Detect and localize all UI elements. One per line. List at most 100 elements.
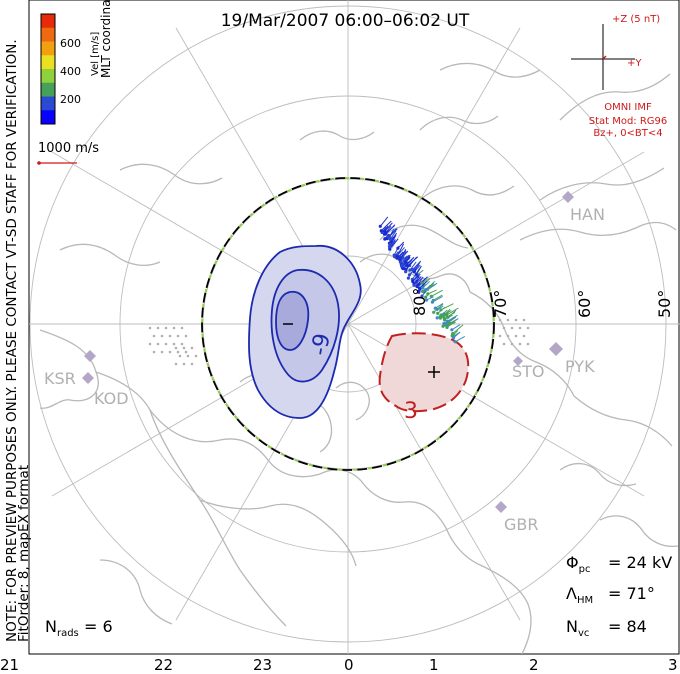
fov-dot — [182, 362, 186, 366]
velocity-vector — [454, 335, 466, 343]
fov-dot — [526, 326, 530, 330]
positive-cell-contour — [378, 332, 470, 413]
velocity-vector-origin — [451, 332, 455, 336]
fov-dot — [514, 318, 518, 322]
fov-dot — [182, 346, 186, 350]
phi-pc-value: = 24 kV — [608, 553, 672, 572]
velocity-vector — [380, 220, 392, 232]
velocity-vector-origin — [406, 276, 410, 280]
velocity-vector-origin — [378, 224, 382, 228]
velocity-vector-origin — [382, 229, 387, 233]
fov-dot — [156, 326, 160, 330]
colorbar-swatch — [41, 82, 55, 97]
velocity-vector-origin — [398, 257, 402, 261]
fov-dot — [156, 342, 160, 346]
fov-dot — [186, 354, 190, 358]
imf-clock: +Z (5 nT) +Y OMNI IMF Stat Mod: RG96 Bz+… — [571, 14, 667, 139]
velocity-vector — [447, 310, 457, 318]
imf-vector — [602, 55, 607, 60]
velocity-vector-origin — [396, 246, 400, 250]
velocity-vector-origin — [411, 279, 415, 284]
velocity-vector — [433, 303, 444, 313]
imf-source-label: OMNI IMF — [604, 102, 652, 113]
velocity-vector — [425, 282, 438, 291]
preview-notice: NOTE: FOR PREVIEW PURPOSES ONLY. PLEASE … — [4, 39, 20, 642]
mlt-label-3: 3 — [668, 656, 678, 674]
velocity-vector-origin — [439, 314, 443, 318]
velocity-vector-origin — [417, 282, 421, 286]
velocity-vector — [451, 324, 461, 331]
velocity-vector-origin — [420, 294, 424, 298]
velocity-vector — [412, 260, 422, 270]
coastlines — [39, 62, 679, 654]
negative-cell-inner-contour — [275, 290, 310, 351]
fov-dot — [514, 334, 518, 338]
fov-dot — [152, 350, 156, 354]
fov-dot — [164, 342, 168, 346]
colorbar-tick-600: 600 — [60, 37, 81, 50]
velocity-vector — [390, 232, 398, 242]
velocity-vector-origin — [430, 300, 434, 304]
fov-dot — [172, 342, 176, 346]
heppner-maynard-boundary-green — [201, 177, 495, 471]
fov-dot — [190, 346, 194, 350]
colorbar-swatch — [41, 96, 55, 111]
fov-dot — [148, 326, 152, 330]
velocity-vector — [446, 307, 459, 316]
site-label-pyk: PYK — [565, 357, 595, 376]
velocity-vector — [412, 273, 421, 282]
colorbar-swatch — [41, 69, 55, 84]
site-han-marker — [562, 191, 574, 203]
velocity-vector — [385, 224, 396, 235]
latitude-label-70: 70° — [491, 290, 510, 318]
velocity-vector — [409, 261, 417, 271]
colorbar-swatch — [41, 41, 55, 56]
velocity-vector-origin — [406, 264, 410, 268]
colorbar-swatch — [41, 110, 55, 125]
colorbar-tick-200: 200 — [60, 93, 81, 106]
colorbar-swatch — [41, 14, 55, 29]
colorbar-unit-label: Vel [m/s] — [90, 32, 101, 76]
velocity-vector-origin — [441, 324, 445, 328]
velocity-vector-origin — [452, 336, 456, 340]
velocity-vector — [399, 249, 407, 260]
radar-site-labels: HAN KSR KOD STO PYK GBR — [44, 205, 605, 534]
fov-dot — [510, 342, 514, 346]
velocity-vector — [446, 321, 456, 328]
imf-by-label: +Y — [627, 58, 642, 69]
fov-dot — [160, 334, 164, 338]
mlt-label-0: 0 — [344, 656, 354, 674]
fov-dot — [518, 342, 522, 346]
velocity-vector-origin — [421, 289, 425, 293]
mlt-coordinates-label: MLT coordinates — [99, 0, 113, 78]
velocity-vector-origin — [387, 235, 391, 240]
velocity-vector-origin — [417, 289, 421, 293]
site-pyk-marker — [549, 342, 563, 356]
site-label-han: HAN — [570, 205, 605, 224]
velocity-vector-origin — [424, 298, 429, 302]
fov-dot — [168, 350, 172, 354]
velocity-vector-origin — [407, 273, 411, 277]
velocity-vector — [379, 216, 389, 227]
velocity-vector — [432, 295, 443, 303]
velocity-vector — [389, 238, 399, 250]
fov-dot — [184, 334, 188, 338]
fov-dot — [518, 326, 522, 330]
fov-dot — [178, 354, 182, 358]
fov-dot — [172, 326, 176, 330]
velocity-vector — [452, 324, 464, 334]
imf-bz-label: +Z (5 nT) — [612, 14, 660, 25]
fov-dot — [502, 326, 506, 330]
site-label-sto: STO — [512, 362, 545, 381]
velocity-vector-origin — [388, 247, 392, 251]
fov-dot — [168, 334, 172, 338]
negative-potential-cell: -9 — [248, 245, 362, 419]
velocity-vector-origin — [453, 340, 457, 344]
velocity-vector-origin — [420, 281, 424, 285]
fov-dot — [194, 354, 198, 358]
velocity-vector — [409, 264, 420, 276]
velocity-vector-origin — [447, 321, 452, 325]
radar-sites — [82, 191, 574, 513]
velocity-vector-origin — [398, 260, 402, 264]
velocity-vector — [384, 222, 393, 232]
